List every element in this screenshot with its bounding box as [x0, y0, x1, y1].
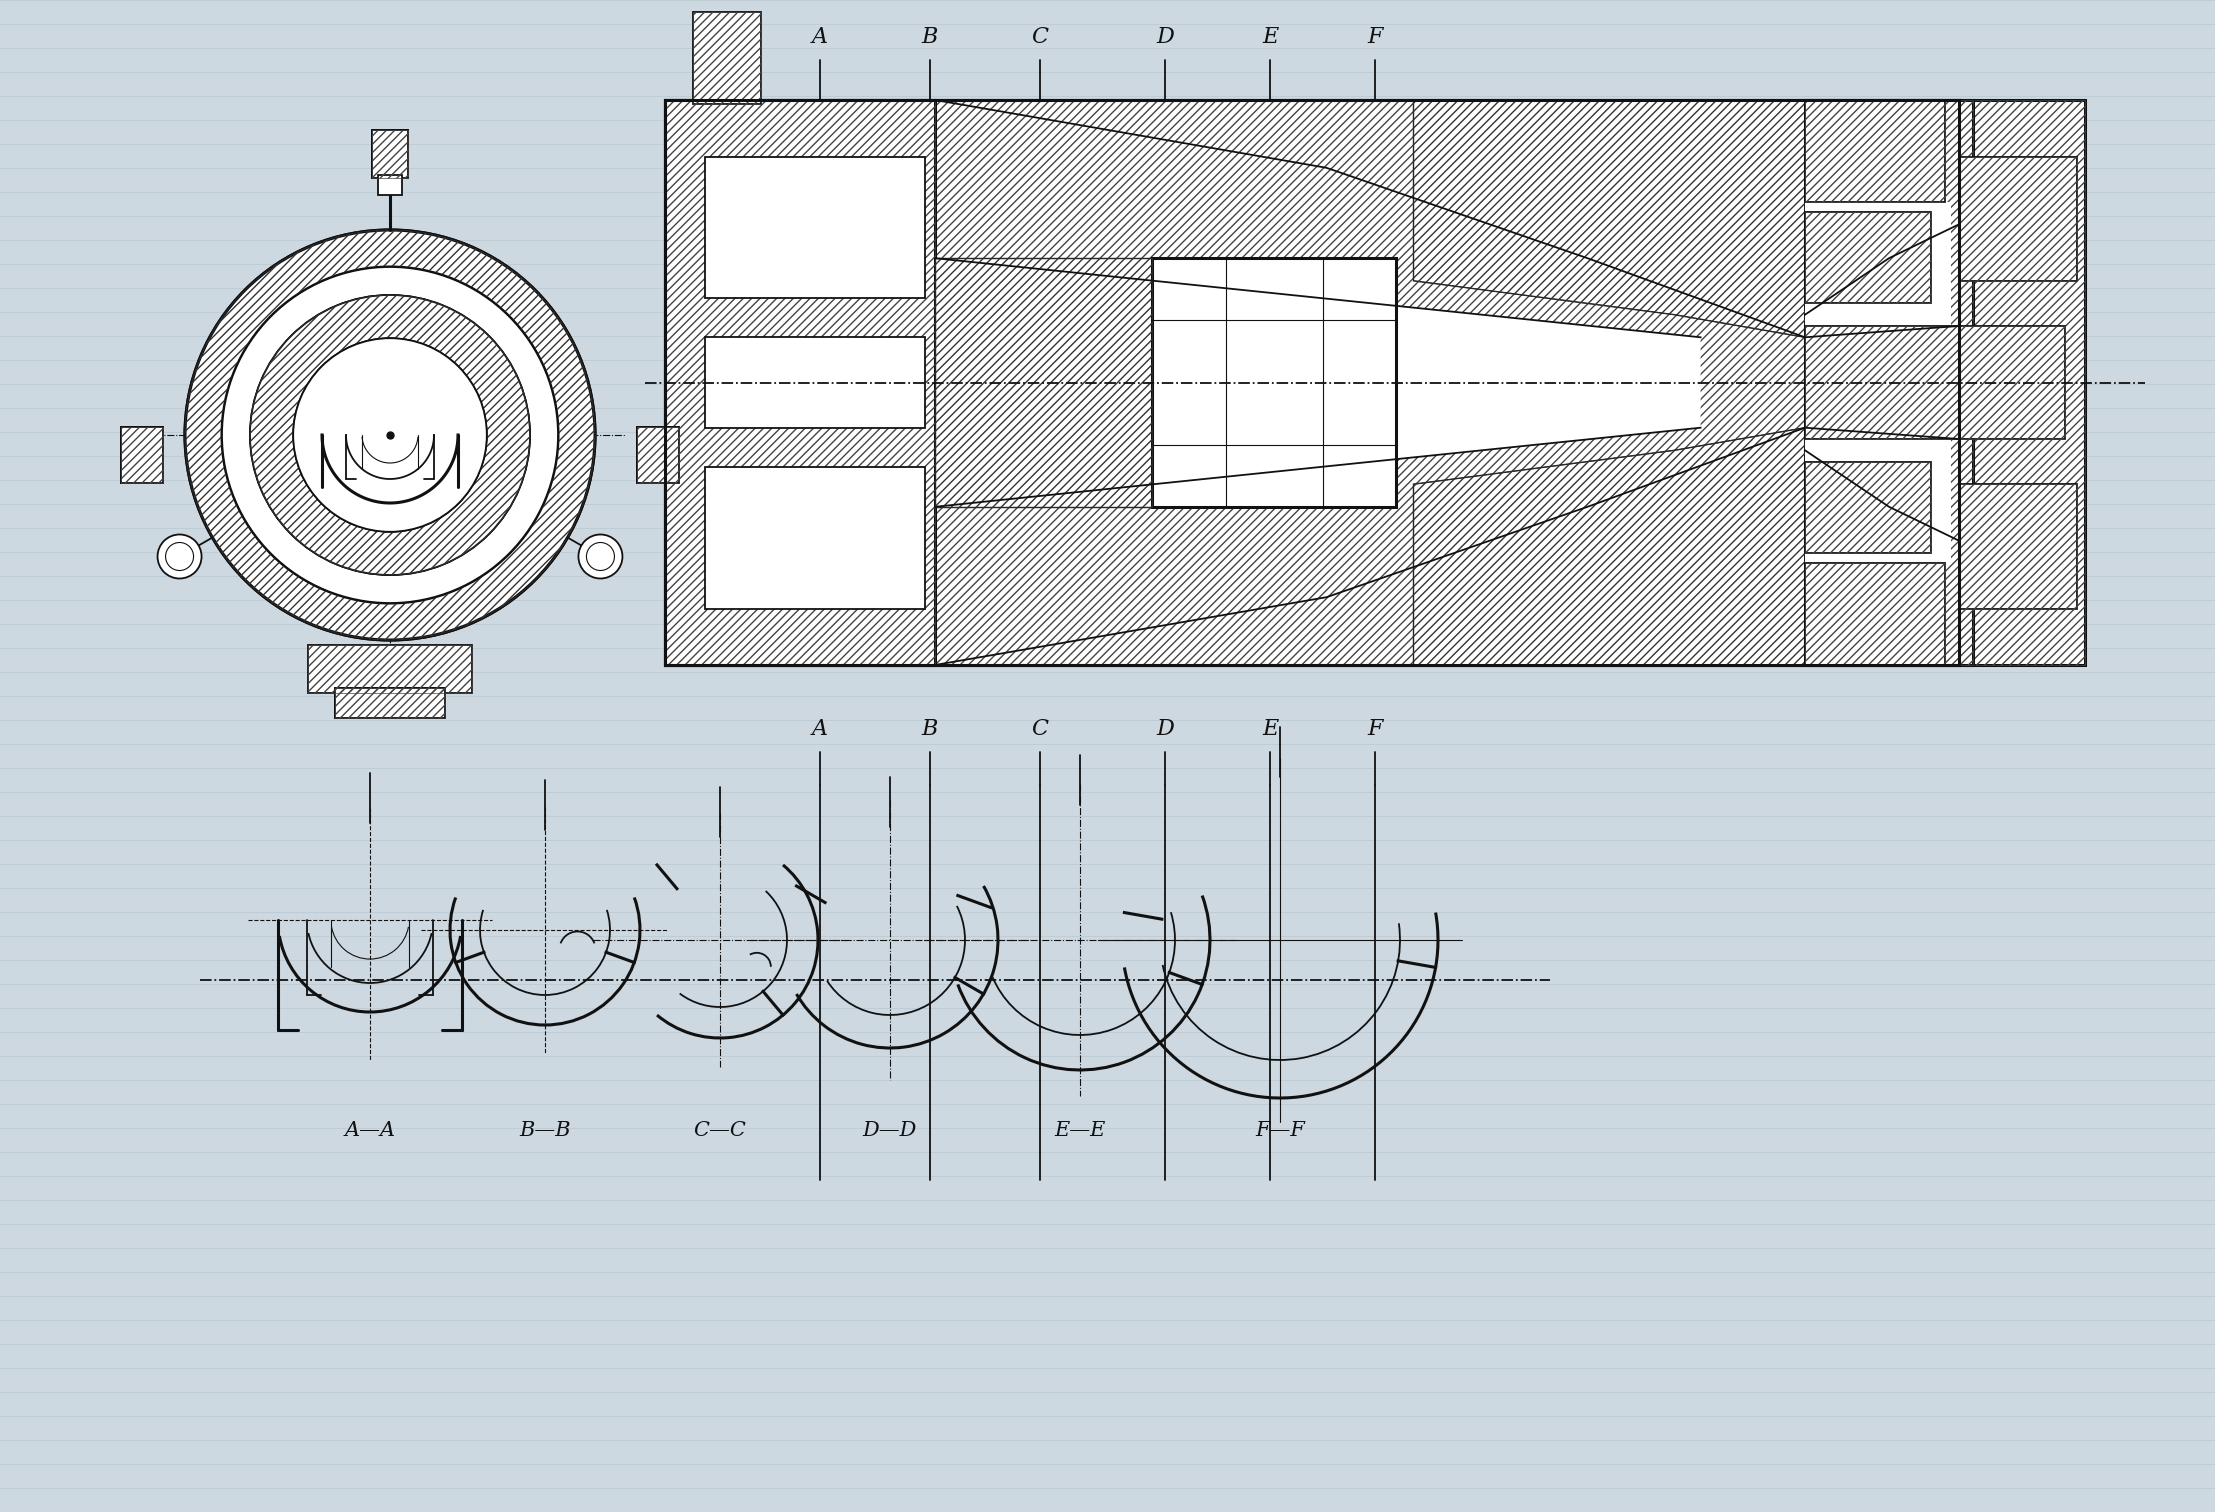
Bar [372, 130, 408, 178]
Text: B—B: B—B [518, 1120, 571, 1140]
Text: D—D: D—D [864, 1120, 917, 1140]
Wedge shape [186, 230, 596, 640]
Text: E: E [1263, 718, 1278, 739]
Circle shape [157, 535, 202, 579]
Bar [638, 426, 680, 482]
Bar [1805, 100, 1945, 201]
Text: D: D [1156, 718, 1174, 739]
Text: C: C [1032, 718, 1048, 739]
Bar [1805, 327, 1958, 438]
Bar [1958, 157, 2078, 281]
Bar [1805, 201, 1951, 327]
Bar [664, 100, 935, 665]
Bar [1958, 484, 2078, 608]
Text: B: B [921, 718, 939, 739]
Bar [1805, 461, 1931, 553]
Bar [704, 467, 926, 608]
Bar [379, 175, 401, 195]
Bar [1805, 100, 1945, 201]
Bar [372, 130, 408, 178]
Bar [664, 100, 2084, 665]
Text: A: A [813, 26, 828, 48]
Bar [664, 100, 2084, 665]
Bar [704, 157, 926, 298]
Bar [372, 130, 408, 178]
Bar [1805, 327, 1958, 438]
Text: E—E: E—E [1054, 1120, 1105, 1140]
Bar [1958, 327, 2064, 438]
Circle shape [250, 295, 529, 575]
Bar [122, 426, 164, 482]
Circle shape [166, 543, 193, 570]
Polygon shape [935, 100, 1805, 337]
Bar [308, 646, 472, 692]
Bar [1805, 564, 1945, 665]
Text: B: B [921, 26, 939, 48]
Bar [1805, 461, 1931, 553]
Bar [1152, 259, 1395, 507]
Bar [693, 12, 762, 104]
Circle shape [186, 230, 596, 640]
Circle shape [578, 535, 622, 579]
Text: D: D [1156, 26, 1174, 48]
Bar [1958, 157, 2078, 281]
Bar [122, 426, 164, 482]
Polygon shape [935, 259, 1152, 507]
Bar [308, 646, 472, 692]
Bar [1805, 438, 1951, 564]
Bar [704, 337, 926, 428]
Text: F: F [1367, 26, 1382, 48]
Bar [1805, 564, 1945, 665]
Bar [1958, 327, 2064, 438]
Bar [334, 688, 445, 718]
Text: C—C: C—C [693, 1120, 746, 1140]
Bar [693, 12, 762, 104]
Bar [638, 426, 680, 482]
Bar [122, 426, 164, 482]
Polygon shape [935, 259, 1701, 507]
Text: F: F [1367, 718, 1382, 739]
Bar [1958, 484, 2078, 608]
Bar [1805, 212, 1931, 304]
Text: F—F: F—F [1256, 1120, 1305, 1140]
Text: E: E [1263, 26, 1278, 48]
Circle shape [222, 268, 558, 603]
Bar [638, 426, 680, 482]
Bar [664, 100, 935, 665]
Bar [1805, 100, 1974, 665]
Text: A: A [813, 718, 828, 739]
Circle shape [587, 543, 614, 570]
Bar [1805, 212, 1931, 304]
Wedge shape [250, 295, 529, 575]
Bar [1805, 100, 1974, 665]
Text: A—A: A—A [346, 1120, 396, 1140]
Circle shape [292, 339, 487, 532]
Bar [664, 100, 1958, 665]
Bar [334, 688, 445, 718]
Bar [664, 100, 1958, 665]
Bar [334, 688, 445, 718]
Polygon shape [935, 428, 1805, 665]
Text: C: C [1032, 26, 1048, 48]
